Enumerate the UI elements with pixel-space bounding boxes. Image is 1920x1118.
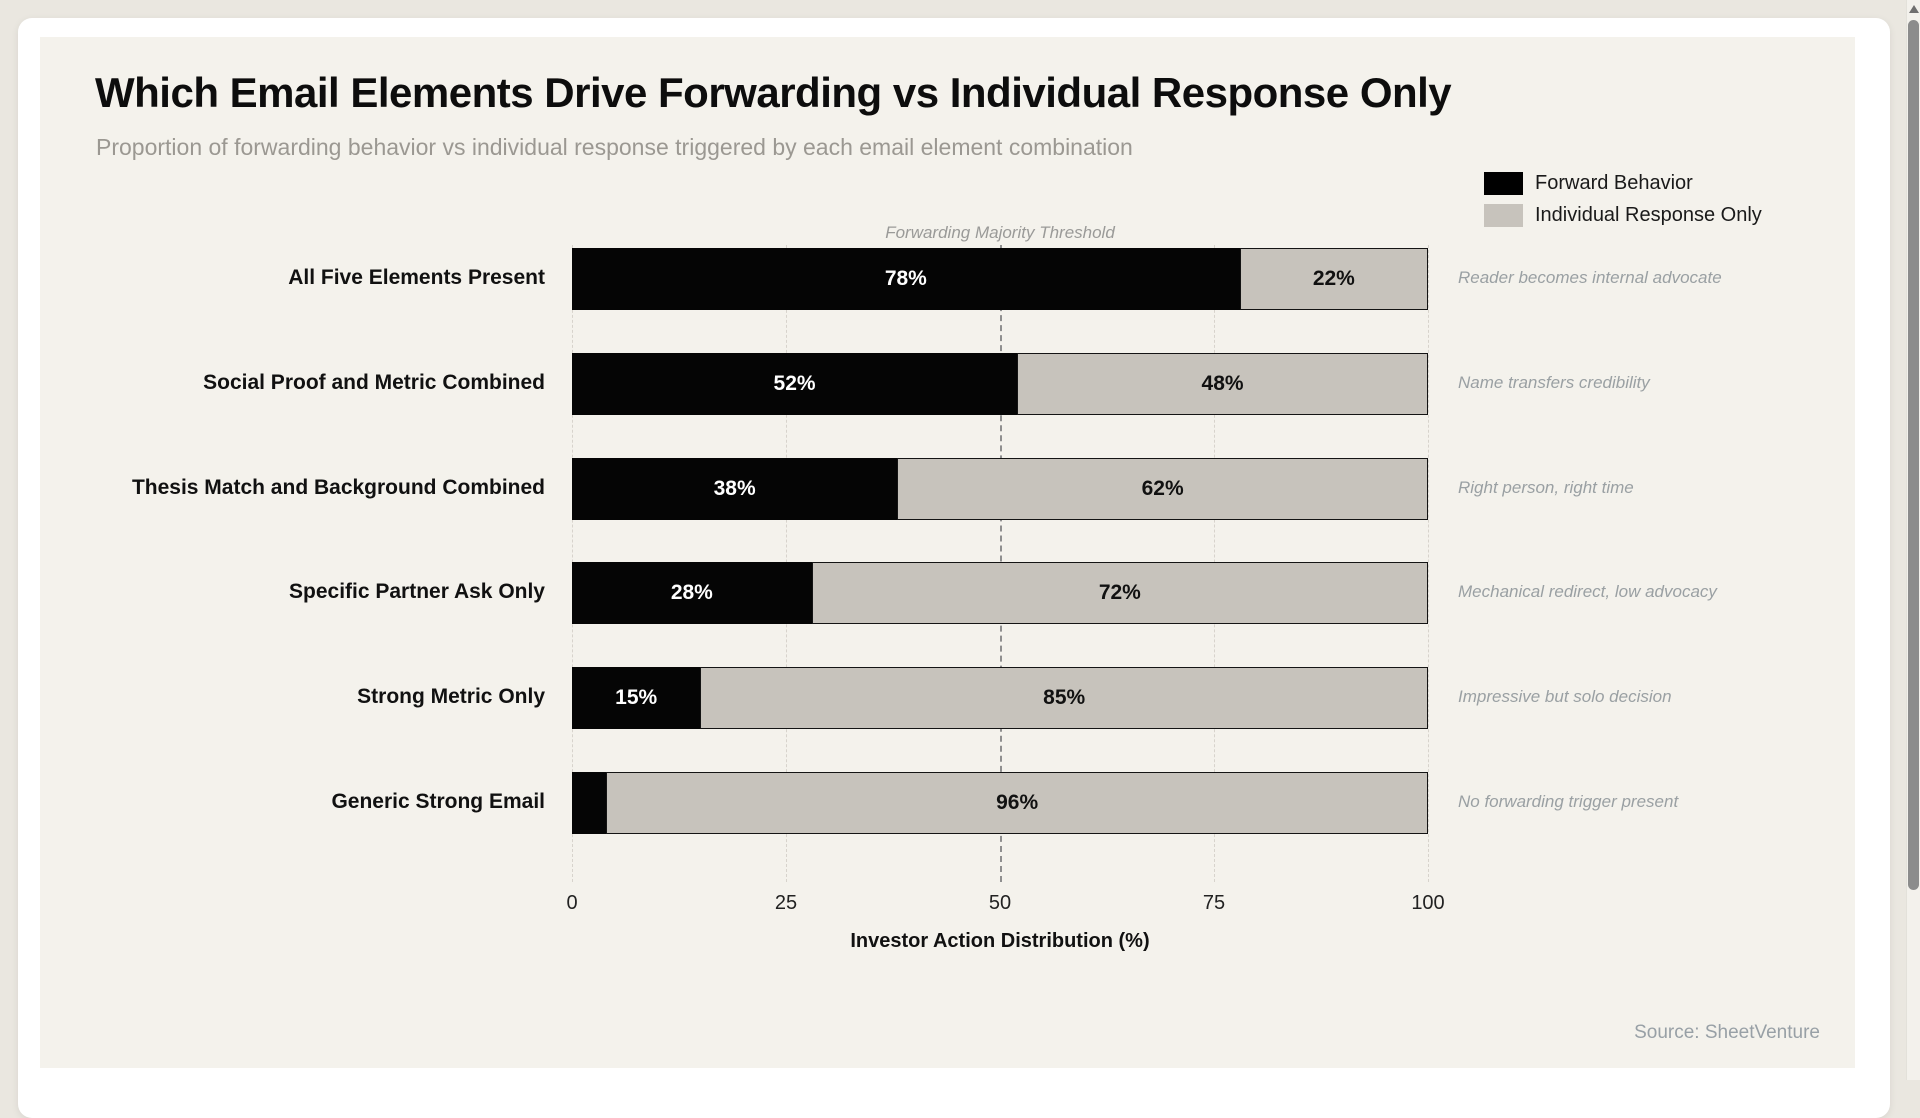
legend-label-individual: Individual Response Only: [1535, 203, 1762, 226]
bar-annotation: Name transfers credibility: [1458, 372, 1650, 392]
category-label: All Five Elements Present: [288, 266, 545, 289]
bar-segment-forward: 52%: [572, 352, 1018, 415]
x-tick-label-50: 50: [988, 892, 1012, 914]
x-tick-label-0: 0: [566, 892, 578, 914]
bar-annotation: No forwarding trigger present: [1458, 792, 1679, 811]
legend-swatch-forward: [1484, 171, 1523, 195]
bar-segment-individual: 22%: [1239, 248, 1428, 310]
bar-value-label: 22%: [1312, 267, 1355, 290]
bar-annotation: Reader becomes internal advocate: [1458, 268, 1722, 287]
bar-segment-forward: 28%: [572, 562, 812, 625]
x-axis-label: Investor Action Distribution (%): [850, 930, 1150, 952]
vertical-scrollbar[interactable]: [1906, 0, 1920, 1080]
bar-value-label: 48%: [1201, 371, 1244, 395]
threshold-label: Forwarding Majority Threshold: [885, 223, 1115, 242]
bar-value-label: 96%: [996, 791, 1039, 814]
legend: Forward Behavior Individual Response Onl…: [1484, 167, 1762, 231]
bar-segment-individual: 96%: [606, 772, 1428, 834]
category-label: Specific Partner Ask Only: [289, 580, 545, 604]
bar-segment-forward: [572, 772, 607, 834]
bar-annotation: Mechanical redirect, low advocacy: [1458, 582, 1717, 602]
x-tick-label-75: 75: [1202, 892, 1226, 914]
chart-subtitle: Proportion of forwarding behavior vs ind…: [96, 134, 1133, 160]
chart-title: Which Email Elements Drive Forwarding vs…: [95, 69, 1452, 116]
scrollbar-thumb[interactable]: [1908, 20, 1919, 890]
bar-value-label: 52%: [773, 371, 816, 395]
bar-value-label: 15%: [615, 686, 658, 710]
category-label: Social Proof and Metric Combined: [203, 370, 545, 394]
legend-item-forward: Forward Behavior: [1484, 167, 1762, 199]
legend-label-forward: Forward Behavior: [1535, 171, 1693, 194]
category-label: Strong Metric Only: [357, 685, 545, 709]
bar-segment-forward: 38%: [572, 457, 898, 520]
bar-value-label: 78%: [884, 267, 927, 290]
legend-item-individual: Individual Response Only: [1484, 199, 1762, 231]
legend-swatch-individual: [1484, 203, 1523, 227]
source-note: Source: SheetVenture: [1634, 1022, 1820, 1043]
bar-annotation: Impressive but solo decision: [1458, 687, 1672, 707]
bar-segment-individual: 85%: [700, 667, 1428, 730]
category-label: Generic Strong Email: [331, 790, 545, 813]
scroll-up-arrow-icon[interactable]: [1909, 5, 1919, 13]
bar-segment-individual: 48%: [1017, 352, 1428, 415]
gridline-100: [1428, 245, 1429, 882]
bar-value-label: 28%: [670, 581, 713, 605]
bar-value-label: 62%: [1141, 476, 1184, 500]
bar-value-label: 85%: [1043, 686, 1086, 710]
bar-value-label: 38%: [713, 476, 756, 500]
bar-segment-individual: 62%: [897, 457, 1428, 520]
category-label: Thesis Match and Background Combined: [131, 475, 545, 499]
bar-value-label: 72%: [1098, 581, 1141, 605]
figure: Which Email Elements Drive Forwarding vs…: [40, 37, 1855, 1068]
chart-card: Which Email Elements Drive Forwarding vs…: [18, 18, 1890, 1118]
plot-area: 0 25 50 75 100 Forwarding Majority Threshold A…: [40, 37, 1855, 1068]
x-tick-label-100: 100: [1411, 892, 1445, 914]
x-tick-label-25: 25: [774, 892, 798, 914]
bar-segment-individual: 72%: [811, 562, 1428, 625]
bar-segment-forward: 15%: [572, 667, 701, 730]
bar-segment-forward: 78%: [572, 248, 1240, 310]
bar-annotation: Right person, right time: [1458, 477, 1634, 497]
